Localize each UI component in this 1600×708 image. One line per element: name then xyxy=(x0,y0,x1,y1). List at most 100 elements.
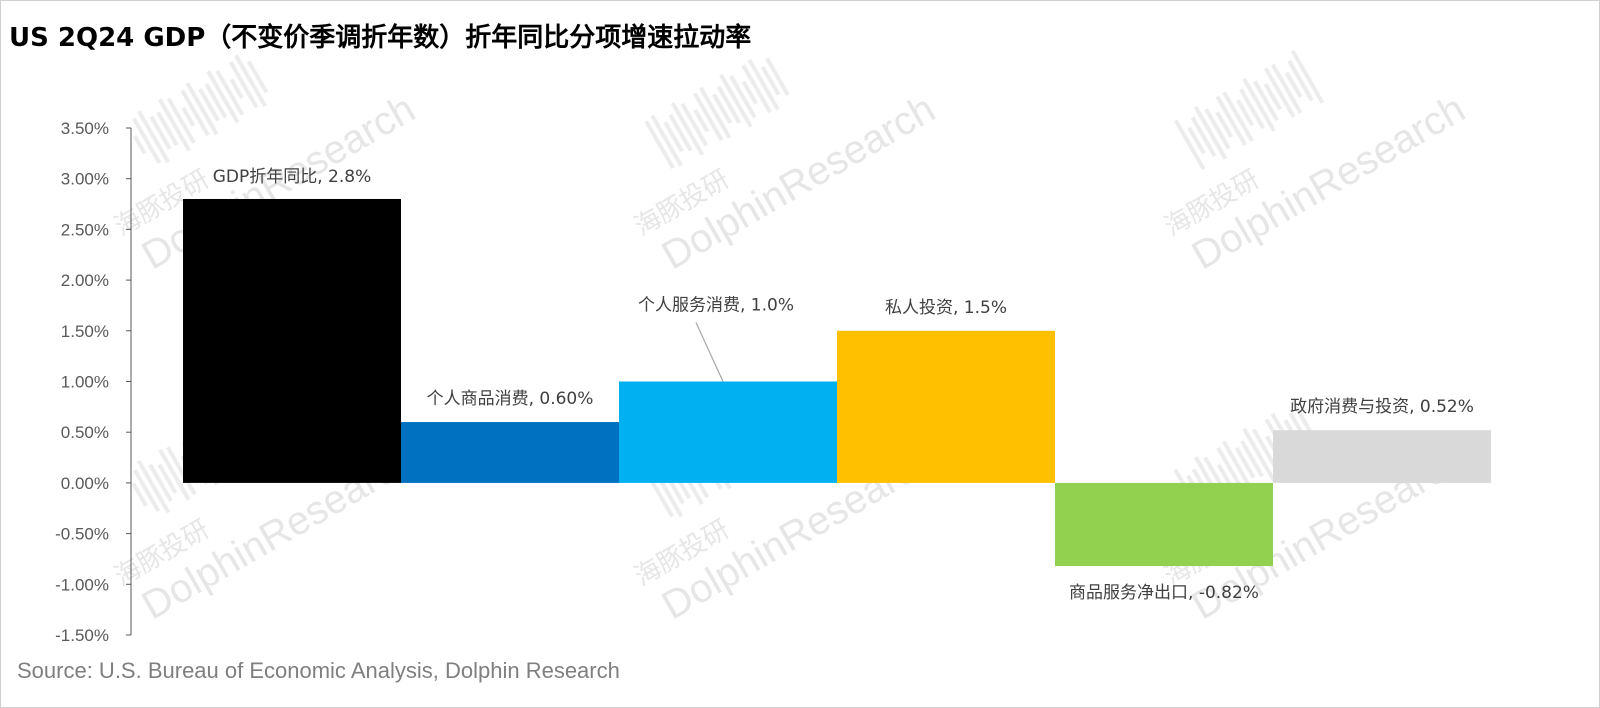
watermark-waveform-mark xyxy=(1240,440,1264,478)
data-label-2: 个人商品消费, 0.60% xyxy=(427,389,594,409)
y-tick-label: 0.50% xyxy=(61,423,109,442)
watermark-waveform-mark xyxy=(133,469,161,513)
watermark-waveform-mark xyxy=(1239,88,1266,130)
y-tick-label: 2.50% xyxy=(61,220,109,239)
watermark-waveform-mark xyxy=(1271,63,1303,114)
watermark-waveform-mark xyxy=(1221,440,1255,493)
y-tick-label: 3.50% xyxy=(61,119,109,138)
watermark-waveform-mark xyxy=(712,93,732,124)
bar-5 xyxy=(1055,482,1273,567)
y-tick-label: -0.50% xyxy=(55,525,109,544)
watermark-waveform-mark xyxy=(132,135,147,155)
watermark-waveform-mark xyxy=(1215,111,1234,139)
watermark-waveform-mark xyxy=(650,114,683,167)
data-label-5: 商品服务净出口, -0.82% xyxy=(1069,583,1259,603)
watermark-waveform-mark xyxy=(729,75,757,119)
watermark-waveform-mark xyxy=(148,463,173,502)
y-tick-label: -1.50% xyxy=(55,626,109,645)
watermark-waveform-mark xyxy=(663,121,684,153)
watermark-waveform-mark xyxy=(180,89,210,137)
bars-group xyxy=(183,198,1491,567)
bar-3 xyxy=(619,381,837,483)
data-labels-group: GDP折年同比, 2.8% 个人商品消费, 0.60% 个人服务消费, 1.0% 私人… xyxy=(213,167,1474,603)
watermark-waveform-mark xyxy=(747,58,780,111)
watermark-waveform-mark xyxy=(1216,463,1232,486)
leader-line xyxy=(695,322,724,382)
watermark-waveform-mark xyxy=(206,70,240,124)
y-tick-label: 1.50% xyxy=(61,322,109,341)
watermark-waveform-mark xyxy=(131,482,148,507)
watermark-waveform-mark xyxy=(1216,446,1247,495)
watermark-waveform-mark xyxy=(166,97,196,144)
bar-4 xyxy=(837,330,1055,483)
bar-1 xyxy=(183,198,401,483)
watermark-waveform-mark xyxy=(765,57,790,97)
watermark-waveform-mark xyxy=(185,82,219,136)
watermark-waveform-mark xyxy=(1222,91,1254,143)
watermark-waveform-mark xyxy=(680,102,709,147)
watermark-waveform-mark xyxy=(692,92,724,142)
watermark-waveform-mark xyxy=(158,448,191,501)
data-label-1: GDP折年同比, 2.8% xyxy=(213,167,372,187)
watermark-waveform-mark xyxy=(644,120,675,169)
y-tick-label: 2.00% xyxy=(61,271,109,290)
watermark-waveform-mark xyxy=(149,115,172,150)
y-tick-label: 0.00% xyxy=(61,474,109,493)
watermark-waveform-mark xyxy=(1263,83,1282,111)
watermark-waveform-mark xyxy=(645,471,674,518)
watermark-waveform-mark xyxy=(157,463,178,494)
watermark-waveform-mark xyxy=(1173,119,1206,171)
watermark-waveform-mark xyxy=(1236,99,1255,127)
watermark-waveform-mark xyxy=(741,64,773,114)
watermark-waveform-mark xyxy=(156,111,179,147)
y-tick-label: 1.00% xyxy=(61,373,109,392)
data-label-4: 私人投资, 1.5% xyxy=(885,298,1007,318)
y-tick-label: -1.00% xyxy=(55,575,109,594)
watermark-waveform-mark xyxy=(1287,60,1314,102)
watermark-waveform-mark xyxy=(1187,126,1206,155)
watermark-waveform-mark xyxy=(1204,108,1231,150)
watermark-waveform-mark xyxy=(1193,105,1228,160)
watermark-waveform-mark xyxy=(1263,67,1296,119)
watermark-waveform-mark xyxy=(137,110,171,164)
watermark-waveform-mark xyxy=(157,98,191,152)
watermark-waveform-mark xyxy=(693,109,710,133)
watermark-waveform-mark xyxy=(1290,49,1325,104)
watermark-waveform-mark xyxy=(1234,446,1256,479)
watermark-waveform-mark xyxy=(668,113,693,152)
watermark-waveform-mark xyxy=(165,446,197,496)
data-label-3: 个人服务消费, 1.0% xyxy=(638,296,794,316)
watermark-waveform-mark xyxy=(1252,80,1279,122)
watermark-waveform-mark xyxy=(1242,427,1276,482)
watermark-waveform-mark xyxy=(760,65,781,96)
data-label-6: 政府消费与投资, 0.52% xyxy=(1290,397,1474,417)
watermark-waveform-mark xyxy=(1215,95,1247,146)
watermark-waveform-mark xyxy=(670,101,705,156)
watermark-waveform-mark xyxy=(181,106,196,127)
watermark-waveform-mark xyxy=(1190,116,1217,157)
watermark-waveform-mark xyxy=(1284,71,1303,98)
bar-6 xyxy=(1273,430,1491,483)
source-note: Source: U.S. Bureau of Economic Analysis… xyxy=(17,658,620,683)
watermark-waveform-mark xyxy=(136,459,171,514)
watermark-waveform-mark xyxy=(132,117,162,164)
watermark-waveform-mark xyxy=(719,73,753,128)
watermark-waveform-mark xyxy=(1242,77,1276,132)
watermark-waveform-mark xyxy=(204,83,228,119)
watermark-waveform-mark xyxy=(215,69,245,116)
y-axis: 3.50% 3.00% 2.50% 2.00% 1.50% 1.00% 0.50% 0.00%… xyxy=(55,119,132,645)
watermark-waveform-mark xyxy=(716,85,742,124)
watermark-waveform-mark xyxy=(698,86,732,139)
watermark-waveform-mark xyxy=(741,80,758,105)
watermark-waveform-mark xyxy=(234,54,267,108)
bar-2 xyxy=(401,422,619,483)
watermark-waveform-mark xyxy=(229,78,244,99)
watermark-waveform-mark xyxy=(228,61,259,109)
chart-title: US 2Q24 GDP（不变价季调折年数）折年同比分项增速拉动率 xyxy=(9,23,752,53)
y-tick-label: 3.00% xyxy=(61,170,109,189)
watermark-waveform-mark xyxy=(198,87,220,122)
